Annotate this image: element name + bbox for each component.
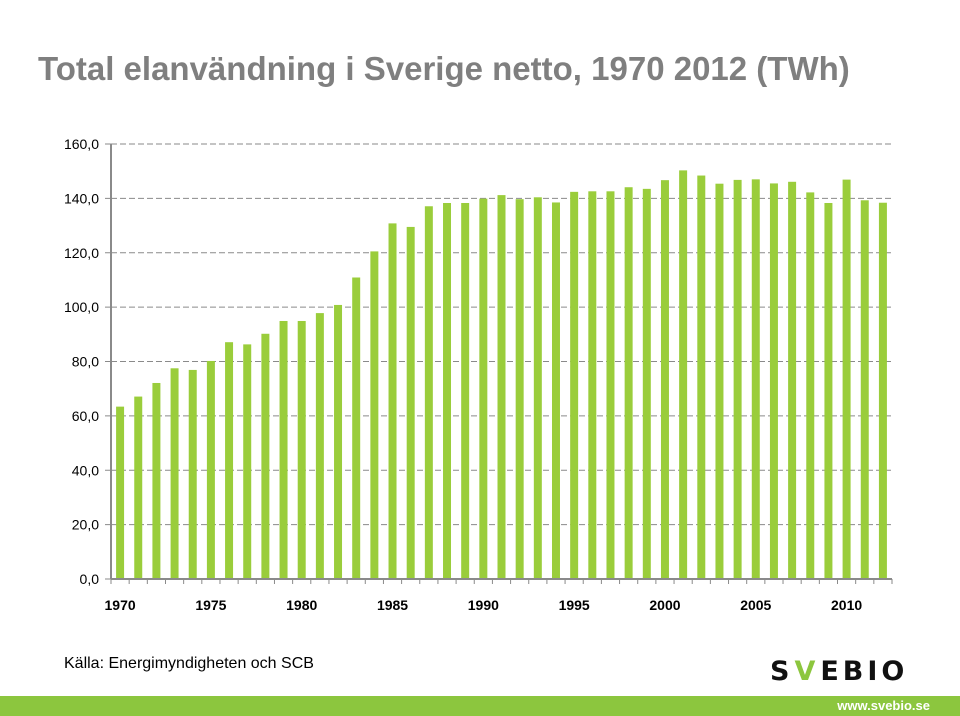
bar-1972 — [152, 382, 161, 579]
bar-2006 — [769, 183, 778, 579]
source-note: Källa: Energimyndigheten och SCB — [64, 655, 314, 672]
bar-2008 — [806, 192, 815, 580]
bar-1985 — [388, 223, 397, 579]
bar-1984 — [370, 251, 379, 579]
bars — [116, 170, 887, 580]
bar-1975 — [206, 360, 215, 579]
bar-1986 — [406, 226, 415, 579]
y-tick-label: 20,0 — [72, 517, 99, 533]
bar-2001 — [679, 170, 688, 579]
bar-1973 — [170, 368, 179, 579]
logo-wordmark: S V EBIO — [770, 655, 909, 687]
bar-1974 — [188, 369, 197, 579]
x-tick-labels: 1970 1975 1980 1985 1990 1995 2000 2005 2010 — [105, 597, 863, 613]
bar-2005 — [751, 179, 760, 579]
bar-1978 — [261, 333, 270, 579]
chart-title: Total elanvändning i Sverige netto, 1970… — [38, 50, 850, 87]
bar-2000 — [660, 180, 669, 580]
bar-1997 — [606, 191, 615, 579]
x-tick-label: 1975 — [195, 597, 226, 613]
y-tick-label: 80,0 — [72, 354, 99, 370]
y-tick-label: 60,0 — [72, 408, 99, 424]
bar-2007 — [788, 181, 797, 579]
footer-url[interactable]: www.svebio.se — [837, 698, 930, 713]
bar-1976 — [225, 342, 234, 579]
bar-1980 — [297, 320, 306, 579]
bar-1981 — [315, 313, 324, 579]
bar-2011 — [860, 200, 869, 579]
bar-1998 — [624, 187, 633, 579]
bar-2009 — [824, 202, 833, 579]
x-tick-label: 1970 — [105, 597, 136, 613]
bar-chart: 0,020,040,060,080,0100,0120,0140,0160,0 … — [64, 136, 893, 613]
x-tick-label: 1995 — [559, 597, 590, 613]
bar-1989 — [461, 202, 470, 579]
bar-1987 — [424, 206, 433, 579]
bar-1996 — [588, 191, 597, 579]
bar-1988 — [443, 202, 452, 579]
svebio-logo[interactable]: S V EBIO — [770, 655, 940, 687]
y-tick-label: 0,0 — [80, 571, 100, 587]
bar-1992 — [515, 199, 524, 580]
bar-1983 — [352, 277, 361, 579]
bar-2004 — [733, 179, 742, 579]
bar-1977 — [243, 344, 252, 579]
bar-2010 — [842, 179, 851, 579]
x-tick-label: 1980 — [286, 597, 317, 613]
y-tick-label: 120,0 — [64, 245, 99, 261]
bar-1999 — [642, 188, 651, 579]
axes — [105, 143, 893, 584]
bar-2002 — [697, 175, 706, 579]
bar-1982 — [334, 304, 343, 579]
x-tick-label: 2005 — [740, 597, 771, 613]
bar-1991 — [497, 195, 506, 580]
footer-band: www.svebio.se — [0, 696, 960, 716]
bar-2003 — [715, 183, 724, 579]
y-tick-label: 40,0 — [72, 462, 99, 478]
bar-1995 — [570, 191, 579, 579]
y-tick-label: 160,0 — [64, 136, 99, 152]
x-tick-label: 1990 — [468, 597, 499, 613]
x-tick-label: 2010 — [831, 597, 862, 613]
bar-1979 — [279, 320, 288, 579]
y-tick-labels: 0,0 20,0 40,0 60,0 80,0 100,0 120,0 140,0 160,0 — [64, 136, 99, 587]
x-tick-label: 2000 — [649, 597, 680, 613]
bar-1993 — [533, 197, 542, 579]
y-tick-label: 140,0 — [64, 190, 99, 206]
bar-1970 — [116, 406, 125, 579]
bar-1994 — [551, 202, 560, 579]
bar-1990 — [479, 198, 488, 579]
bar-2012 — [878, 202, 887, 579]
y-tick-label: 100,0 — [64, 299, 99, 315]
bar-1971 — [134, 396, 143, 579]
x-tick-label: 1985 — [377, 597, 408, 613]
